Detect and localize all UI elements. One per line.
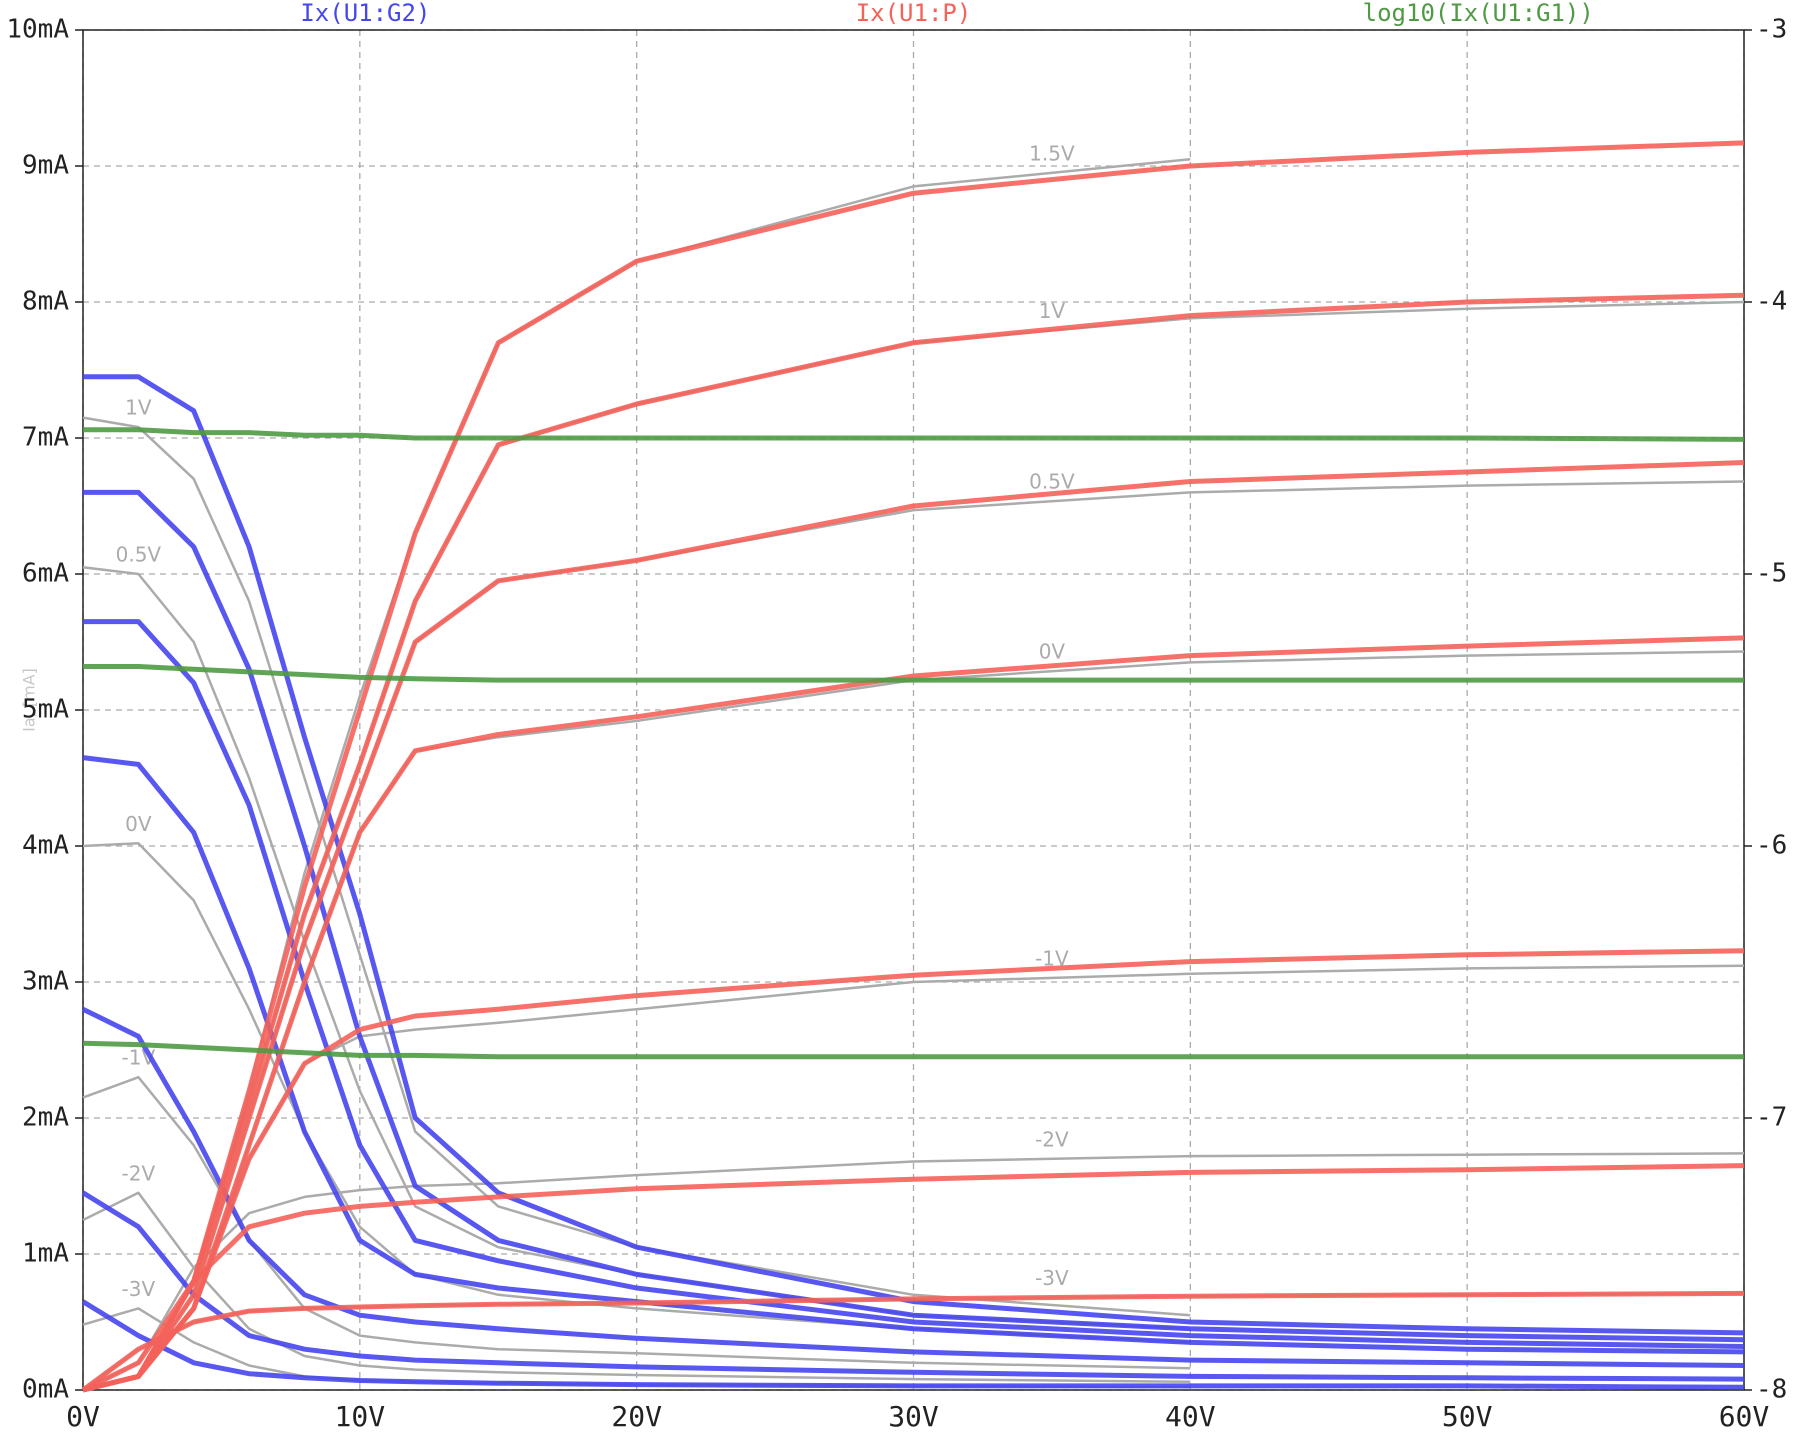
- y-axis-label: Ia, [mA]: [20, 668, 39, 732]
- x-tick-label: 20V: [611, 1400, 662, 1433]
- x-tick-label: 0V: [66, 1400, 100, 1433]
- reference-label: 0V: [1039, 640, 1066, 664]
- reference-label: -2V: [1035, 1127, 1069, 1151]
- x-tick-label: 60V: [1719, 1400, 1770, 1433]
- x-tick-label: 10V: [335, 1400, 386, 1433]
- y-tick-label: 1mA: [22, 1239, 69, 1269]
- trace: [81, 1006, 1745, 1368]
- y2-tick-label: -6: [1756, 831, 1787, 861]
- x-tick-label: 50V: [1442, 1400, 1493, 1433]
- legend-entry: Ix(U1:P): [856, 0, 972, 27]
- reference-label: -3V: [122, 1277, 156, 1301]
- trace: [83, 619, 1745, 1349]
- y2-tick-label: -8: [1756, 1375, 1787, 1405]
- trace: [83, 489, 1745, 1343]
- y-tick-label: 7mA: [22, 423, 69, 453]
- trace: [82, 948, 1745, 1393]
- reference-curve: [82, 842, 1191, 1344]
- y2-tick-label: -4: [1756, 287, 1787, 317]
- reference-label: 0V: [125, 812, 152, 836]
- reference-label: -3V: [1035, 1266, 1069, 1290]
- trace: [81, 1290, 1745, 1393]
- trace: [83, 664, 1744, 683]
- reference-label: 1V: [1039, 299, 1066, 323]
- reference-label: 1.5V: [1029, 141, 1075, 165]
- y-tick-label: 0mA: [22, 1375, 69, 1405]
- reference-curve: [82, 1191, 1191, 1384]
- reference-label: -2V: [122, 1161, 156, 1185]
- y-tick-label: 6mA: [22, 559, 69, 589]
- trace: [82, 1040, 1744, 1060]
- y2-tick-label: -5: [1756, 559, 1787, 589]
- trace: [82, 460, 1745, 1393]
- y2-tick-label: -7: [1756, 1103, 1787, 1133]
- y-tick-label: 3mA: [22, 967, 69, 997]
- x-tick-label: 30V: [888, 1400, 939, 1433]
- y-tick-label: 5mA: [22, 695, 69, 725]
- plot-frame: [82, 29, 1745, 1391]
- y-tick-label: 10mA: [6, 15, 69, 45]
- reference-label: 0.5V: [1029, 470, 1075, 494]
- reference-label: 1V: [125, 396, 152, 420]
- legend-entry: Ix(U1:G2): [300, 0, 430, 27]
- y-tick-label: 8mA: [22, 287, 69, 317]
- x-tick-label: 40V: [1165, 1400, 1216, 1433]
- y-tick-label: 2mA: [22, 1103, 69, 1133]
- y-tick-label: 9mA: [22, 151, 69, 181]
- y-tick-label: 4mA: [22, 831, 69, 861]
- trace: [81, 1163, 1745, 1393]
- trace: [83, 374, 1745, 1336]
- reference-label: 0.5V: [116, 543, 162, 567]
- trace: [81, 1299, 1745, 1390]
- trace: [83, 427, 1745, 442]
- trace: [82, 755, 1745, 1355]
- reference-curve: [82, 1075, 1191, 1370]
- legend-entry: log10(Ix(U1:G1)): [1363, 0, 1594, 27]
- y2-tick-label: -3: [1756, 15, 1787, 45]
